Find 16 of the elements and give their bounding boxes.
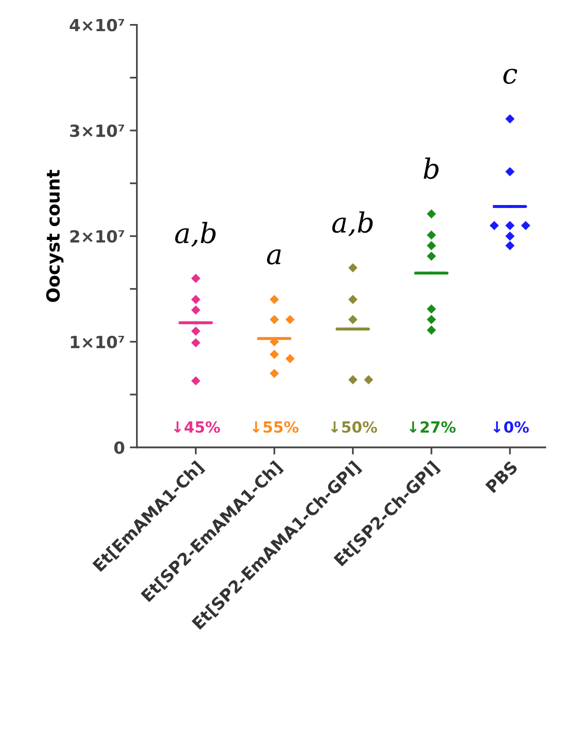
annotation: c — [503, 68, 518, 84]
annotation: b — [424, 157, 439, 179]
y-tick-label: 2×10⁷ — [70, 230, 124, 243]
y-tick-label: 0 — [114, 441, 124, 454]
annotation: ↓27% — [410, 421, 456, 433]
annotation: ↓55% — [252, 421, 299, 433]
annotation: ↓50% — [331, 421, 378, 433]
annotation: ↓0% — [494, 421, 529, 433]
y-axis-title: Oocyst count — [46, 170, 64, 302]
annotation: a — [266, 249, 281, 265]
annotation: a,b — [332, 211, 373, 236]
annotation: a,b — [175, 222, 216, 247]
y-tick-label: 3×10⁷ — [70, 124, 124, 138]
y-tick-label: 1×10⁷ — [70, 336, 124, 348]
y-tick-label: 4×10⁷ — [70, 18, 124, 32]
annotation: ↓45% — [174, 421, 220, 433]
